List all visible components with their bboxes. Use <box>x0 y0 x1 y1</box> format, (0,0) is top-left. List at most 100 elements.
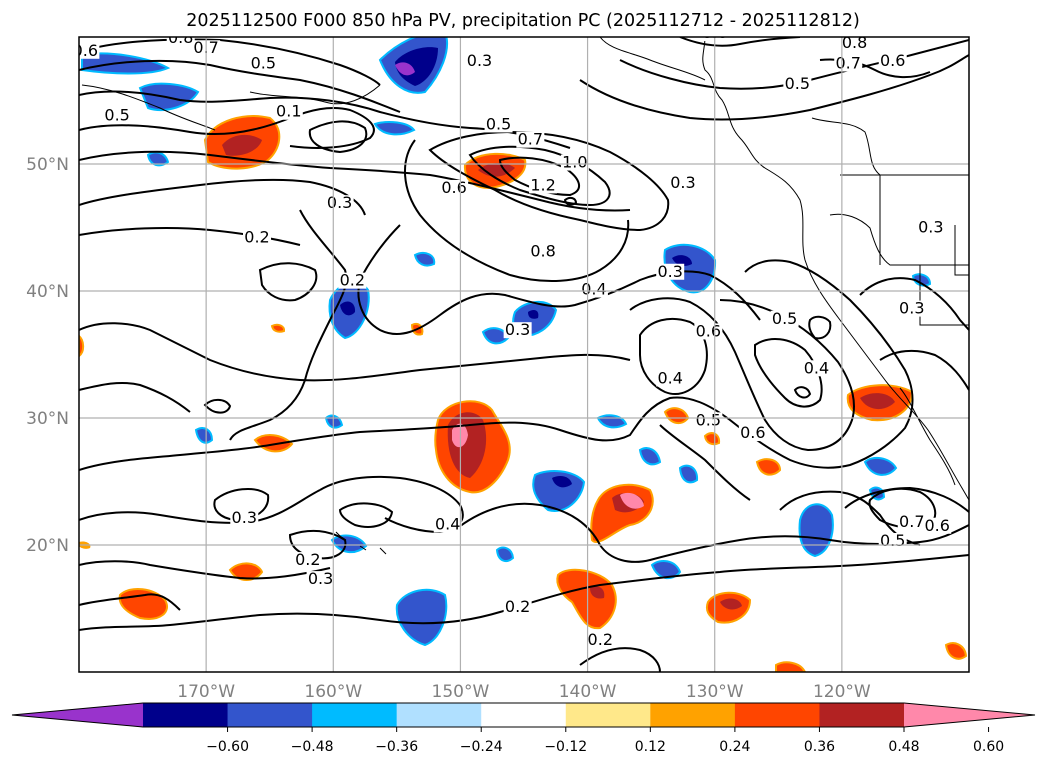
pv-contour <box>79 560 331 580</box>
precip-fill <box>222 134 262 156</box>
colorbar-outline <box>11 702 1036 728</box>
precip-fill <box>638 447 662 466</box>
contour-label-bg <box>923 517 952 534</box>
colorbar-bin <box>734 703 820 727</box>
pv-contour <box>229 209 348 441</box>
latitude-labels: 50°N 40°N 30°N 20°N <box>26 155 69 556</box>
precip-fill <box>340 301 356 316</box>
contour-label: 0.3 <box>670 173 695 192</box>
precip-fill <box>81 52 171 75</box>
pv-contour <box>859 277 969 331</box>
colorbar-tick-label: 0.12 <box>635 739 666 755</box>
contour-label: 0.8 <box>168 28 193 47</box>
colorbar-bin <box>819 703 905 727</box>
contour-label: 0.4 <box>581 280 606 299</box>
contour-label: 0.2 <box>588 630 613 649</box>
contour-label-bg <box>103 107 132 124</box>
contour-label-bg <box>579 281 608 298</box>
lon-tick-label: 160°W <box>304 682 362 702</box>
pv-contour <box>879 349 969 391</box>
contour-label: 0.3 <box>505 320 530 339</box>
contour-label-bg <box>586 632 615 649</box>
contour-labels: 0.80.70.60.50.5 0.10.30.50.71.01.20.60.80… <box>79 28 952 649</box>
contour-label-bg <box>503 599 532 616</box>
pv-contour <box>308 120 368 154</box>
colorbar-tick-label: 0.48 <box>888 739 919 755</box>
colorbar-tick-label: 0.60 <box>973 739 1004 755</box>
precip-fill <box>413 252 436 267</box>
contour-label: 0.6 <box>441 178 466 197</box>
coastline <box>829 213 969 266</box>
colorbar-tick-label: −0.48 <box>291 739 334 755</box>
pv-contour <box>659 424 751 501</box>
contour-label: 0.2 <box>340 271 365 290</box>
contour-label-bg <box>274 103 303 120</box>
colorbar-bin <box>143 703 229 727</box>
precip-fill <box>324 414 344 429</box>
precip-fill <box>620 492 644 509</box>
lat-tick-label: 30°N <box>26 409 69 429</box>
contour-label-bg <box>230 510 259 527</box>
contour-label-bg <box>529 177 558 194</box>
precip-fill <box>944 642 968 660</box>
precip-fill <box>532 469 586 512</box>
pv-contour <box>79 150 631 212</box>
precip-fill <box>253 434 294 453</box>
colorbar-tick-label: −0.24 <box>460 739 503 755</box>
precip-fill <box>720 598 742 610</box>
pv-contour <box>79 259 914 471</box>
coastline <box>899 387 956 486</box>
contour-label-bg <box>560 154 589 171</box>
contour-label: 0.6 <box>880 51 905 70</box>
contour-label: 0.4 <box>657 368 682 387</box>
pv-contour <box>258 262 318 302</box>
precip-fill <box>650 559 682 580</box>
pv-contour <box>213 488 270 522</box>
pv-contour <box>579 54 969 121</box>
contour-label: 0.6 <box>696 321 721 340</box>
contour-label-bg <box>338 272 367 289</box>
colorbar-tick-label: −0.12 <box>544 739 587 755</box>
pv-contour <box>79 107 375 149</box>
precip-fill <box>678 464 699 484</box>
map-frame <box>78 36 970 673</box>
contour-label: 0.5 <box>486 114 511 133</box>
colorbar-tick-label: −0.36 <box>375 739 418 755</box>
pv-contour <box>319 475 464 534</box>
pv-contour <box>338 502 394 528</box>
contour-label: 0.2 <box>295 550 320 569</box>
contour-label: 0.2 <box>244 227 269 246</box>
lon-tick-label: 130°W <box>686 682 744 702</box>
colorbar-extend-low <box>12 703 143 727</box>
contour-label-bg <box>656 370 685 387</box>
lat-tick-label: 50°N <box>26 155 69 175</box>
colorbar-bin <box>396 703 482 727</box>
precip-fill <box>860 393 895 410</box>
pv-contour <box>79 489 321 524</box>
coastline <box>702 37 969 501</box>
colorbar-extend-high <box>904 703 1035 727</box>
contour-label-bg <box>802 360 831 377</box>
contour-label-bg <box>325 195 354 212</box>
pv-contour <box>79 59 401 113</box>
gridlines <box>79 37 969 672</box>
pv-contour <box>639 317 708 395</box>
coastline <box>954 225 969 276</box>
chart-title: 2025112500 F000 850 hPa PV, precipitatio… <box>186 11 860 31</box>
contour-label-bg <box>738 425 767 442</box>
contour-label: 0.3 <box>232 508 257 527</box>
colorbar-bin <box>481 703 567 727</box>
contour-label-bg <box>249 55 278 72</box>
pv-contour <box>79 322 631 382</box>
precip-fill <box>672 255 692 266</box>
contour-label-bg <box>916 219 945 236</box>
contour-label: 0.1 <box>276 102 301 121</box>
contour-label-bg <box>897 513 926 530</box>
colorbar-bin <box>650 703 736 727</box>
pv-contour <box>579 647 661 672</box>
contour-label: 0.8 <box>530 241 555 260</box>
contour-label-bg <box>433 516 462 533</box>
pv-contour <box>203 398 232 414</box>
colorbar-tick-label: −0.60 <box>206 739 249 755</box>
pv-contour <box>357 224 761 335</box>
